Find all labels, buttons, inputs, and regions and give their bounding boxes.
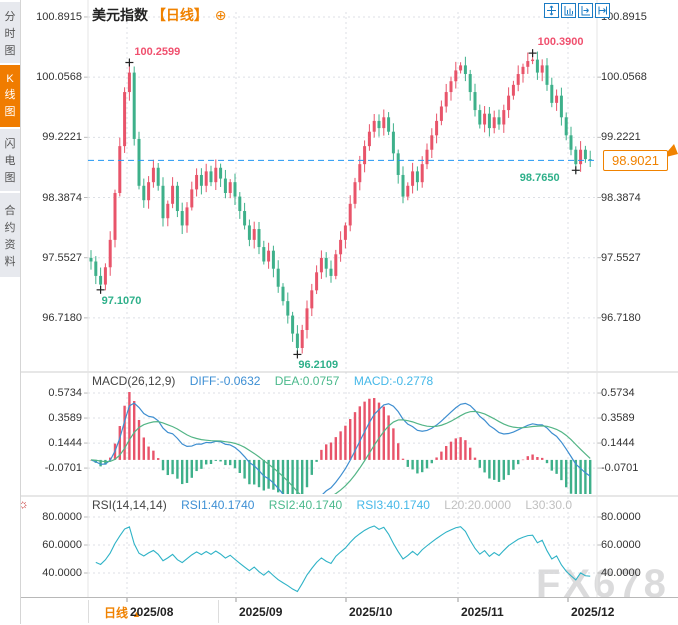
y-axis-label: -0.0701	[44, 462, 82, 475]
chart-toolbar	[544, 3, 610, 18]
rsi-layer	[95, 525, 591, 593]
y-axis-label: 80.0000	[601, 511, 641, 523]
y-axis-label: 0.3589	[48, 412, 82, 425]
x-axis-label: 2025/10	[349, 605, 393, 619]
y-axis-label: -0.0701	[601, 462, 639, 475]
price-annotation: 100.2599	[134, 45, 181, 58]
rsi-l20-value: L20:20.0000	[444, 498, 511, 512]
period-label: 日线	[104, 606, 129, 620]
macd-header: MACD(26,12,9) DIFF:-0.0632 DEA:0.0757 MA…	[92, 374, 444, 388]
rsi1-value: RSI1:40.1740	[181, 498, 255, 512]
y-axis-label: 97.5527	[601, 251, 641, 264]
price-annotation: 96.2109	[298, 359, 339, 372]
x-axis-label: 2025/09	[239, 605, 283, 619]
y-axis-label: 0.1444	[601, 437, 635, 450]
time-axis-bar: 日线 ▲ 2025/08 2025/09 2025/10 2025/11 2025/12	[0, 597, 678, 625]
divider	[218, 600, 219, 623]
x-axis-label: 2025/11	[461, 605, 504, 619]
y-axis-label: 80.0000	[42, 511, 82, 523]
rsi-header: RSI(14,14,14) RSI1:40.1740 RSI2:40.1740 …	[92, 498, 583, 512]
y-axis-label: 96.7180	[601, 311, 641, 324]
rsi-params-label[interactable]: RSI(14,14,14)	[92, 498, 167, 512]
chevron-up-icon: ▲	[132, 609, 141, 619]
scroll-right-icon[interactable]	[595, 3, 610, 18]
sidebar-tab-3[interactable]: 闪电图	[0, 129, 20, 191]
y-axis-label: 99.2221	[601, 131, 641, 144]
y-axis-label: 60.0000	[42, 539, 82, 551]
add-indicator-icon[interactable]: ⊕	[214, 7, 227, 23]
macd-params-label[interactable]: MACD(26,12,9)	[92, 374, 176, 388]
y-axis-label: 40.0000	[42, 567, 82, 579]
x-axis-label: 2025/12	[571, 605, 615, 619]
y-axis-label: 40.0000	[601, 567, 641, 579]
y-axis-label: 98.3874	[42, 191, 82, 204]
y-axis-label: 0.3589	[601, 412, 635, 425]
y-axis-label: 0.5734	[601, 387, 635, 400]
period-selector[interactable]: 日线 ▲	[104, 604, 141, 621]
macd-macd-value: MACD:-0.2778	[353, 374, 434, 388]
price-annotation: 97.1070	[101, 294, 142, 307]
fit-horizontal-icon[interactable]	[578, 3, 593, 18]
fit-vertical-icon[interactable]	[561, 3, 576, 18]
y-axis-label: 100.8915	[601, 10, 647, 23]
macd-diff-value: DIFF:-0.0632	[189, 374, 261, 388]
pan-icon[interactable]	[544, 3, 559, 18]
y-axis-label: 100.0568	[36, 71, 82, 84]
y-axis-label: 100.8915	[36, 10, 82, 23]
price-annotation: 98.7650	[519, 172, 560, 185]
macd-dea-value: DEA:0.0757	[274, 374, 340, 388]
sidebar-tab-4[interactable]: 合约资料	[0, 193, 20, 277]
chart-title: 美元指数 【日线】 ⊕	[92, 5, 227, 25]
sidebar-tab-1[interactable]: 分时图	[0, 2, 20, 63]
y-axis-label: 96.7180	[42, 311, 82, 324]
period-tag: 【日线】	[151, 7, 208, 23]
rsi3-value: RSI3:40.1740	[356, 498, 430, 512]
x-axis-label: 2025/08	[130, 605, 174, 619]
y-axis-label: 60.0000	[601, 539, 641, 551]
divider	[88, 600, 89, 623]
candles-layer	[89, 51, 592, 355]
y-axis-label: 97.5527	[42, 251, 82, 264]
instrument-name: 美元指数	[92, 7, 148, 23]
price-annotation: 100.3900	[537, 36, 584, 49]
last-price-badge: 98.9021	[603, 150, 668, 171]
rsi-l30-value: L30:30.0	[525, 498, 573, 512]
y-axis-label: 99.2221	[42, 131, 82, 144]
macd-layer	[89, 392, 592, 494]
rsi2-value: RSI2:40.1740	[268, 498, 343, 512]
y-axis-label: 0.1444	[48, 437, 82, 450]
y-axis-label: 98.3874	[601, 191, 641, 204]
sunburst-icon[interactable]: ☼	[17, 496, 29, 511]
y-axis-label: 100.0568	[601, 71, 647, 84]
y-axis-label: 0.5734	[48, 387, 82, 400]
